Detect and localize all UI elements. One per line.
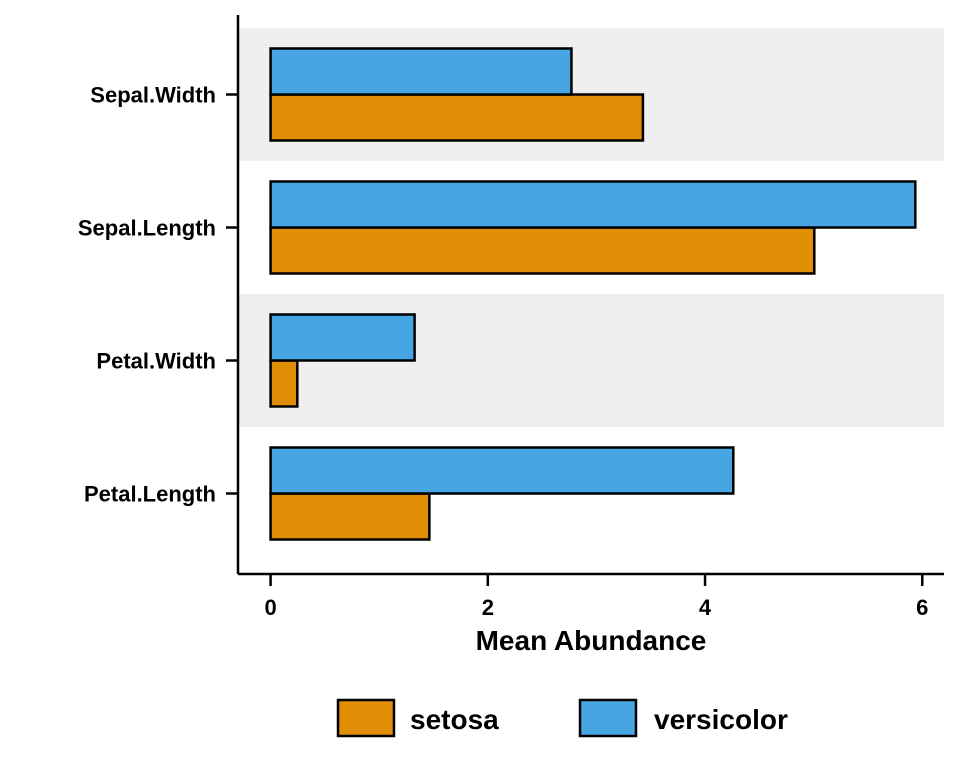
y-axis-ticks: Petal.Length Petal.Width Sepal.Length Sepal… xyxy=(78,83,238,507)
bar-setosa-petal-width xyxy=(269,359,299,408)
y-tick-label: Sepal.Length xyxy=(78,216,216,241)
x-axis-title: Mean Abundance xyxy=(476,625,707,656)
bar-setosa-sepal-length xyxy=(269,226,816,275)
axes xyxy=(236,15,944,576)
bar-versicolor-petal-length xyxy=(269,446,735,495)
legend-label-versicolor: versicolor xyxy=(654,704,788,735)
x-tick-label: 4 xyxy=(699,595,712,620)
x-tick-label: 0 xyxy=(264,595,276,620)
bar-setosa-sepal-width xyxy=(269,93,645,142)
bar-versicolor-petal-width xyxy=(269,313,416,362)
y-tick-label: Sepal.Width xyxy=(90,83,216,108)
bars xyxy=(269,47,917,541)
y-tick-label: Petal.Length xyxy=(84,482,216,507)
x-axis-ticks: 0 2 4 6 xyxy=(264,574,928,620)
legend-label-setosa: setosa xyxy=(410,704,499,735)
y-tick-label: Petal.Width xyxy=(96,349,216,374)
bar-versicolor-sepal-width xyxy=(269,47,573,96)
legend: setosa versicolor xyxy=(336,698,788,738)
x-tick-label: 6 xyxy=(916,595,928,620)
legend-swatch-setosa xyxy=(336,698,396,738)
x-tick-label: 2 xyxy=(482,595,494,620)
bar-setosa-petal-length xyxy=(269,492,431,541)
bar-versicolor-sepal-length xyxy=(269,180,917,229)
legend-swatch-versicolor xyxy=(578,698,638,738)
